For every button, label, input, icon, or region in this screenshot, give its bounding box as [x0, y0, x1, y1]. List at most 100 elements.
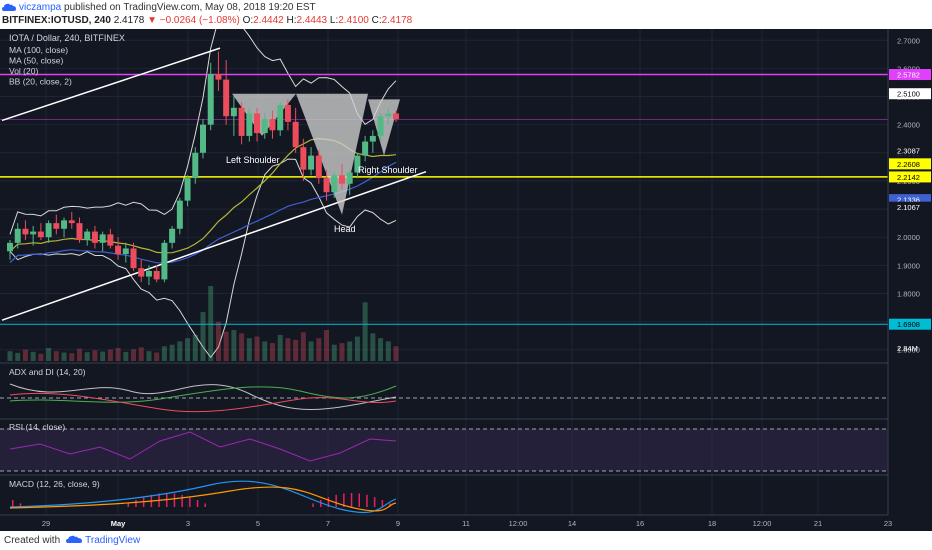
- volume-bar: [208, 286, 214, 361]
- tradingview-brand[interactable]: TradingView: [85, 535, 141, 546]
- price-tick: 2.6000: [897, 64, 920, 73]
- macd-histogram-bar: [19, 503, 22, 507]
- price-label: 2.5100: [897, 90, 920, 99]
- adx-line: [9, 383, 397, 410]
- candle-body: [331, 175, 338, 193]
- volume-bar: [76, 348, 82, 361]
- candle-body: [45, 223, 52, 238]
- chart-text: Left Shoulder Head Right Shoulder IOTA / Do…: [9, 33, 418, 234]
- volume-bar: [22, 349, 28, 361]
- symbol-name: BITFINEX:IOTUSD, 240: [2, 15, 111, 26]
- macd-histogram-bar: [358, 493, 360, 507]
- macd-histogram-bar: [196, 500, 199, 507]
- price-label-box: [889, 158, 931, 170]
- candle-body: [207, 74, 214, 125]
- candle-body: [84, 231, 91, 241]
- pattern-triangle: [296, 93, 368, 215]
- candle-body: [53, 223, 60, 229]
- volume-bar: [378, 338, 384, 361]
- volume-bar: [107, 349, 113, 361]
- time-tick: 29: [42, 519, 50, 528]
- time-axis-bg: [0, 515, 932, 531]
- candle-body: [122, 248, 129, 255]
- candle-body: [300, 147, 307, 170]
- candle-body: [261, 119, 268, 134]
- macd-histogram-bar: [12, 500, 14, 507]
- macd-histogram-bar: [173, 493, 176, 507]
- volume-bar: [200, 312, 206, 361]
- legend-item: MA (50, close): [9, 56, 63, 66]
- open-prefix: O:: [242, 15, 254, 26]
- bb-upper-line: [9, 12, 397, 235]
- volume-bar: [15, 352, 21, 361]
- candle-body: [323, 178, 330, 193]
- minus-di-line: [9, 392, 397, 413]
- chart-area[interactable]: Left Shoulder Head Right Shoulder IOTA / Do…: [0, 12, 932, 531]
- upper-trend-line: [1, 47, 221, 122]
- time-tick: 14: [568, 519, 576, 528]
- macd-title: MACD (12, 26, close, 9): [9, 479, 100, 489]
- candle-body: [284, 104, 291, 122]
- volume-bar: [354, 336, 360, 361]
- author-link[interactable]: viczampa: [19, 2, 62, 13]
- candle-body: [37, 231, 44, 238]
- candle-body: [22, 228, 29, 235]
- symbol-ohlc-bar: BITFINEX:IOTUSD, 240 2.4178 ▼ −0.0264 (−…: [2, 14, 930, 28]
- candle-body: [254, 113, 261, 134]
- candle-body: [223, 79, 230, 117]
- lower-trend-line: [1, 170, 427, 321]
- rsi-title: RSI (14, close): [9, 422, 65, 432]
- time-tick: 9: [396, 519, 400, 528]
- time-tick: 12:00: [509, 519, 528, 528]
- high-value: 2.4443: [296, 15, 328, 26]
- price-tick: 2.0000: [897, 233, 920, 242]
- price-label: 2.1336: [897, 196, 920, 205]
- price-label-box: [889, 144, 931, 156]
- candle-body: [246, 113, 253, 136]
- volume-bar: [123, 351, 129, 361]
- candles[interactable]: [7, 51, 399, 286]
- candle-body: [91, 231, 98, 243]
- candle-body: [68, 220, 75, 224]
- legend-item: BB (20, close, 2): [9, 77, 72, 87]
- candle-body: [269, 119, 276, 131]
- candle-body: [215, 74, 222, 80]
- candle-body: [354, 155, 361, 173]
- price-label: 2.5782: [897, 71, 920, 80]
- macd-histogram-bar: [350, 493, 353, 507]
- volume-bar: [146, 351, 152, 361]
- volume-label: 2.84M: [897, 344, 918, 353]
- macd-line: [9, 480, 397, 514]
- candle-body: [169, 228, 176, 243]
- volume-bar: [169, 344, 175, 361]
- candle-body: [346, 172, 353, 184]
- price-tick: 2.7000: [897, 36, 920, 45]
- time-tick: 5: [256, 519, 260, 528]
- macd-histogram-bar: [204, 503, 206, 507]
- tradingview-cloud-icon: [2, 3, 16, 11]
- macd-histogram-bar: [189, 497, 191, 507]
- volume-bar: [115, 347, 121, 361]
- candle-body: [393, 113, 399, 120]
- time-axis[interactable]: 29 May 3 5 7 9 11 12:00 14 16 18 12:00 21 23: [0, 514, 932, 531]
- plus-di-line: [9, 385, 397, 403]
- volume-bars: [7, 286, 399, 361]
- footer: Created with TradingView: [0, 532, 932, 550]
- chart-title: IOTA / Dollar, 240, BITFINEX: [9, 33, 125, 43]
- bollinger-bands: [9, 12, 397, 359]
- candle-body: [292, 121, 299, 148]
- price-change: ▼ −0.0264 (−1.08%): [147, 15, 240, 26]
- price-label: 2.2142: [897, 173, 920, 182]
- price-label-box: [889, 88, 931, 100]
- bb-lower-line: [9, 158, 397, 359]
- volume-bar: [138, 347, 144, 361]
- time-tick: 11: [462, 519, 470, 528]
- price-label: 1.6908: [897, 320, 920, 329]
- chart-svg[interactable]: Left Shoulder Head Right Shoulder IOTA / Do…: [0, 12, 932, 531]
- level-lines: [0, 47, 888, 325]
- price-axis[interactable]: 2.70002.60002.50002.40002.30002.20002.10…: [887, 29, 932, 531]
- volume-bar: [262, 341, 268, 361]
- volume-bar: [269, 343, 275, 361]
- time-tick: 18: [708, 519, 716, 528]
- volume-bar: [7, 351, 13, 361]
